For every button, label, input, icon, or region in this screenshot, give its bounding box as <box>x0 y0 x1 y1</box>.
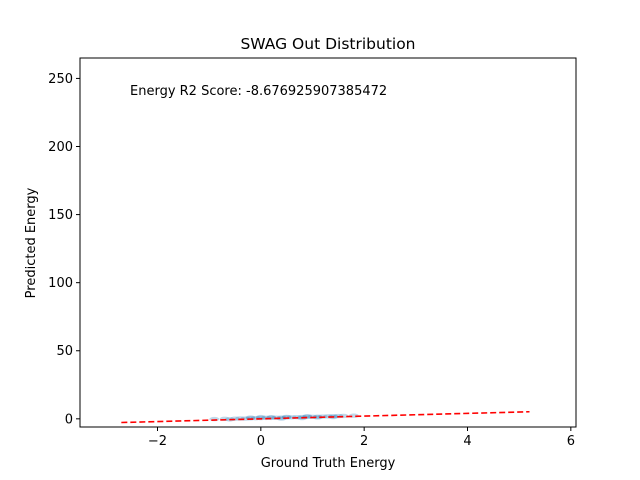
y-tick-label: 0 <box>65 412 73 427</box>
y-tick-label: 100 <box>48 276 73 291</box>
x-tick-label: 0 <box>257 434 265 449</box>
x-axis-ticks: −2 0 2 4 6 <box>148 427 575 449</box>
x-tick-label: 6 <box>567 434 575 449</box>
y-axis-ticks: 0 50 100 150 200 250 <box>48 72 80 427</box>
x-axis-label: Ground Truth Energy <box>261 456 396 471</box>
reference-line-layer <box>121 410 530 424</box>
scatter-point <box>312 415 323 420</box>
x-tick-label: 2 <box>360 434 368 449</box>
plot-frame <box>79 57 577 428</box>
y-tick-label: 150 <box>48 208 73 223</box>
y-tick-label: 50 <box>56 344 73 359</box>
y-tick-label: 250 <box>48 72 73 87</box>
reference-line <box>121 410 530 424</box>
y-tick-label: 200 <box>48 140 73 155</box>
chart-title: SWAG Out Distribution <box>240 35 415 53</box>
x-tick-label: 4 <box>463 434 471 449</box>
x-tick-label: −2 <box>148 434 167 449</box>
y-axis-label: Predicted Energy <box>24 187 39 298</box>
r2-score-annotation: Energy R2 Score: -8.676925907385472 <box>130 84 387 99</box>
